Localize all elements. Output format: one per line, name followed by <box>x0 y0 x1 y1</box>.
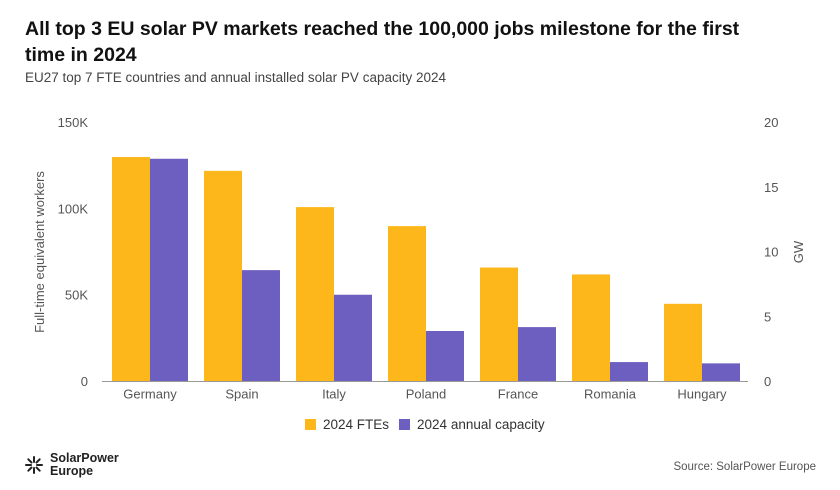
legend-swatch-capacity <box>399 419 411 430</box>
legend-swatch-ftes <box>305 419 316 430</box>
bar-capacity-germany <box>150 158 188 382</box>
bar-ftes-romania <box>572 274 610 382</box>
bar-ftes-germany <box>112 157 150 382</box>
legend-item-capacity: 2024 annual capacity <box>399 417 545 432</box>
sun-icon <box>25 456 43 474</box>
bar-capacity-poland <box>426 330 464 382</box>
bar-ftes-hungary <box>664 303 702 382</box>
y2-tick-label: 0 <box>764 374 771 389</box>
bar-ftes-italy <box>296 207 334 382</box>
chart-title: All top 3 EU solar PV markets reached th… <box>25 18 740 66</box>
chart-subtitle: EU27 top 7 FTE countries and annual inst… <box>25 70 446 85</box>
legend-label-ftes: 2024 FTEs <box>323 417 390 432</box>
bar-capacity-italy <box>334 294 372 382</box>
legend-label-capacity: 2024 annual capacity <box>417 417 545 432</box>
y-axis-label: Full-time equivalent workers <box>32 171 47 333</box>
bar-ftes-spain <box>204 170 242 382</box>
logo-text: SolarPower Europe <box>50 451 119 478</box>
x-tick-label: Italy <box>322 387 346 402</box>
y2-tick-label: 10 <box>764 245 778 260</box>
x-tick-label: Spain <box>225 387 258 402</box>
x-tick-label: Poland <box>406 387 446 402</box>
legend-item-ftes: 2024 FTEs <box>305 417 389 432</box>
x-tick-label: Germany <box>123 387 177 402</box>
bar-capacity-romania <box>610 362 648 382</box>
y2-tick-label: 5 <box>764 309 771 324</box>
y2-tick-label: 20 <box>764 115 778 130</box>
bar-ftes-poland <box>388 226 426 382</box>
x-tick-label: Hungary <box>677 387 727 402</box>
y-tick-label: 100K <box>58 201 89 216</box>
y-tick-label: 150K <box>58 115 89 130</box>
solarpower-europe-logo: SolarPower Europe <box>24 452 119 478</box>
bar-capacity-hungary <box>702 363 740 382</box>
x-tick-label: Romania <box>584 387 637 402</box>
bar-capacity-france <box>518 327 556 382</box>
y2-axis-label: GW <box>791 240 806 263</box>
x-tick-label: France <box>498 387 538 402</box>
y-tick-label: 50K <box>65 288 88 303</box>
legend: 2024 FTEs 2024 annual capacity <box>305 417 545 432</box>
bar-capacity-spain <box>242 270 280 382</box>
y2-tick-label: 15 <box>764 180 778 195</box>
source-note: Source: SolarPower Europe <box>673 461 816 473</box>
y-tick-label: 0 <box>81 374 88 389</box>
bar-ftes-france <box>480 267 518 382</box>
